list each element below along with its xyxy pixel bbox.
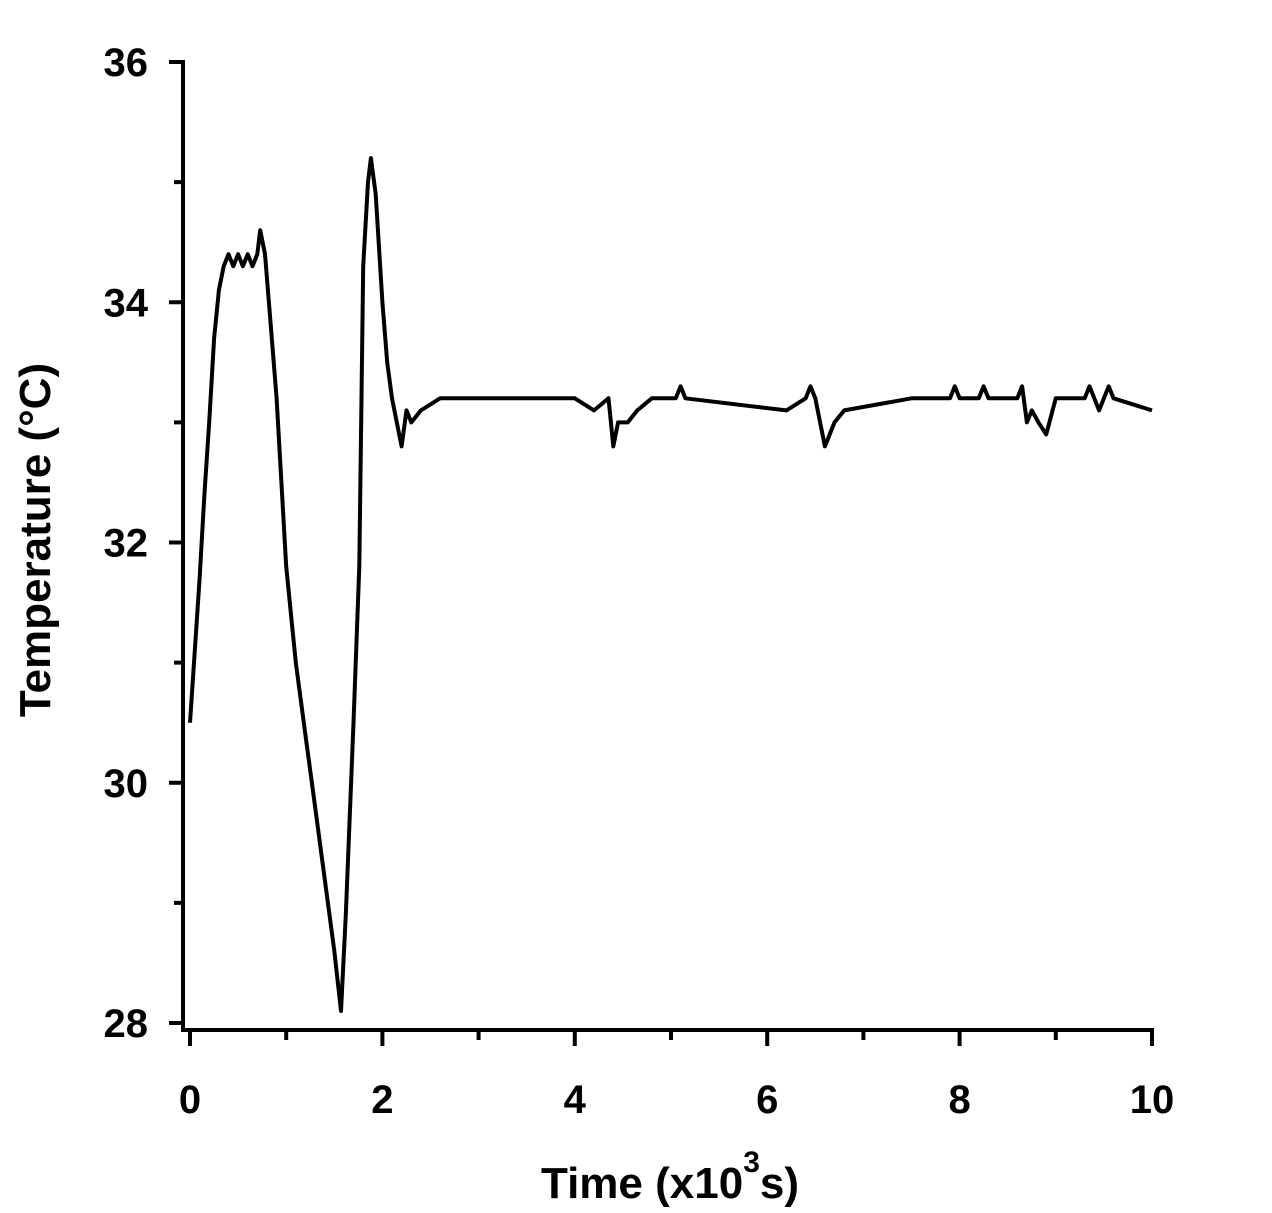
x-tick-label: 2 — [371, 1078, 393, 1122]
y-tick-label: 30 — [104, 762, 149, 806]
x-tick-label: 8 — [948, 1078, 970, 1122]
y-tick-label: 34 — [104, 281, 149, 325]
x-axis-title-exponent: 3 — [743, 1146, 760, 1179]
tick-labels: 28 30 32 34 36 0 2 4 6 8 10 — [104, 41, 1175, 1122]
x-axis-title-suffix: s) — [760, 1159, 799, 1208]
axes — [181, 60, 1154, 1032]
series-line-temperature — [188, 156, 1153, 1013]
x-tick-label: 6 — [756, 1078, 778, 1122]
y-tick-label: 32 — [104, 522, 149, 566]
y-axis-title: Temperature (°C) — [11, 363, 60, 717]
x-axis-title: Time (x103s) — [541, 1146, 799, 1208]
x-tick-label: 4 — [564, 1078, 587, 1122]
y-tick-label: 28 — [104, 1002, 149, 1046]
ticks — [169, 60, 1154, 1046]
y-tick-label: 36 — [104, 41, 149, 85]
x-tick-label: 10 — [1130, 1078, 1175, 1122]
x-axis-title-main: Time (x10 — [541, 1159, 743, 1208]
x-tick-label: 0 — [179, 1078, 201, 1122]
